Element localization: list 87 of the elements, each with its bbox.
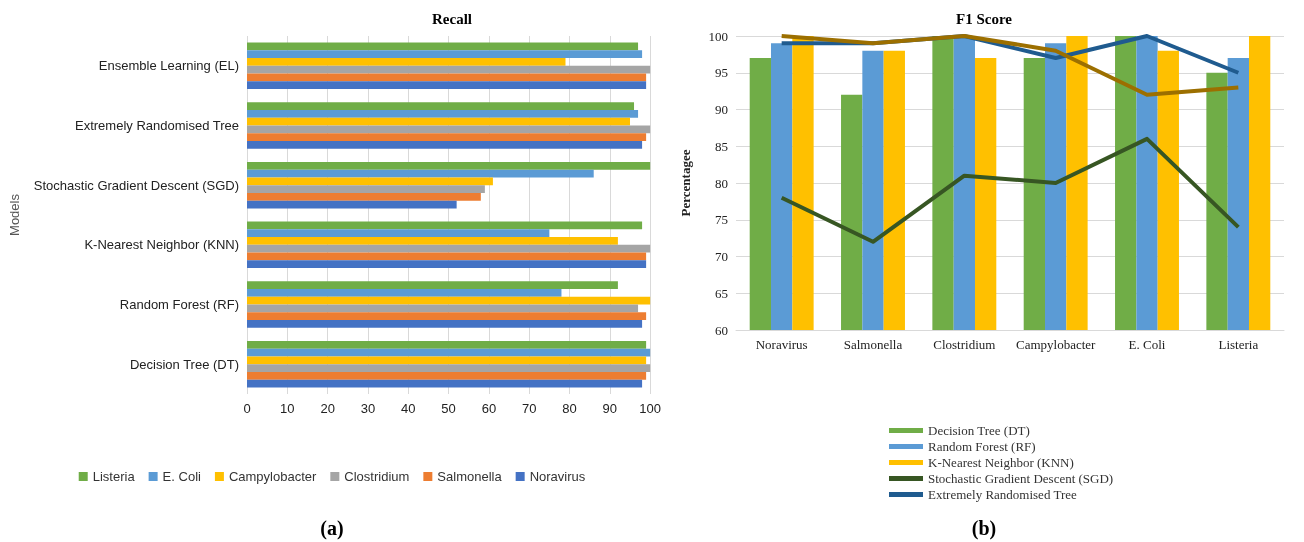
bar (247, 304, 639, 313)
legend-label: K-Nearest Neighbor (KNN) (928, 455, 1074, 470)
y-tick-label: 85 (715, 138, 728, 154)
y-tick-label: 60 (715, 322, 728, 338)
y-tick-label: 75 (715, 212, 728, 228)
x-tick-label: Clostridium (933, 337, 996, 352)
bar (247, 192, 481, 201)
y-tick-label: 100 (708, 28, 728, 44)
line-series (779, 136, 1241, 244)
x-tick-label: 0 (243, 401, 251, 416)
y-tick-label: K-Nearest Neighbor (KNN) (84, 237, 239, 253)
legend-label: Decision Tree (DT) (928, 423, 1030, 438)
x-tick-label: 30 (360, 401, 376, 416)
legend-label: Campylobacter (228, 469, 318, 484)
bar (247, 200, 457, 209)
legend-label: Random Forest (RF) (928, 439, 1036, 454)
text: (a) (320, 517, 344, 540)
y-axis-title: Models (7, 193, 22, 236)
bar (247, 185, 485, 193)
y-tick-label: Extremely Randomised Tree (74, 118, 239, 133)
bar (247, 81, 647, 90)
bar (247, 312, 647, 321)
legend-label: Listeria (92, 469, 136, 484)
x-tick-label: 90 (602, 401, 618, 416)
legend-label: Stochastic Gradient Descent (SGD) (928, 471, 1114, 486)
legend-label: Extremely Randomised Tree (928, 487, 1077, 502)
bar (247, 320, 643, 328)
bar (247, 58, 566, 66)
x-tick-label: E. Coli (1128, 337, 1166, 352)
legend-label: E. Coli (162, 469, 202, 484)
bar (247, 229, 550, 238)
y-tick-label: 95 (715, 65, 728, 81)
y-axis-title: Percentagee (678, 149, 693, 217)
y-tick-label: 70 (715, 249, 728, 264)
x-tick-label: Listeria (1218, 337, 1259, 352)
y-tick-label: 90 (715, 102, 728, 117)
legend-label: Salmonella (437, 469, 503, 484)
bar (247, 260, 647, 269)
bar (247, 177, 493, 186)
bar (247, 109, 639, 118)
y-tick-label: Ensemble Learning (EL) (98, 58, 239, 74)
y-tick-label: 80 (715, 175, 728, 191)
bar (247, 296, 651, 305)
bar (247, 73, 647, 82)
bar (247, 125, 651, 134)
x-tick-label: 70 (521, 401, 537, 416)
line-series (779, 34, 1241, 97)
bar (247, 169, 594, 178)
bar (247, 237, 618, 245)
bar (247, 288, 562, 297)
bar (247, 340, 647, 349)
bar (247, 364, 651, 372)
x-tick-label: 100 (639, 401, 662, 416)
chart-title: F1 Score (956, 10, 1013, 27)
bar (247, 379, 643, 388)
bar (247, 221, 643, 230)
x-tick-label: 10 (280, 401, 295, 416)
bar (247, 141, 643, 149)
bar (247, 42, 639, 51)
bar (247, 50, 643, 59)
bar (247, 65, 651, 74)
y-tick-label: Decision Tree (DT) (129, 356, 239, 372)
y-tick-label: Stochastic Gradient Descent (SGD) (33, 177, 239, 193)
text: (b) (971, 517, 997, 540)
x-tick-label: 50 (441, 401, 456, 416)
legend-label: Clostridium (344, 469, 410, 484)
legend-label: Noravirus (529, 469, 586, 484)
bar (247, 117, 630, 126)
x-tick-label: 20 (320, 401, 335, 416)
x-tick-label: Salmonella (843, 337, 903, 352)
x-tick-label: Campylobacter (1015, 337, 1097, 352)
y-tick-label: Random Forest (RF) (119, 297, 239, 312)
y-tick-label: 65 (715, 285, 728, 301)
bar (247, 252, 647, 261)
bar (247, 161, 651, 170)
bar (247, 356, 647, 365)
bar (247, 281, 618, 289)
chart-title: Recall (432, 10, 472, 27)
bar (247, 244, 651, 253)
bar (247, 348, 651, 357)
x-tick-label: Noravirus (755, 337, 808, 352)
bar (247, 371, 647, 380)
x-tick-label: 40 (401, 401, 416, 416)
x-tick-label: 80 (562, 401, 577, 416)
bar (247, 102, 635, 110)
bar (247, 133, 647, 142)
x-tick-label: 60 (481, 401, 497, 416)
